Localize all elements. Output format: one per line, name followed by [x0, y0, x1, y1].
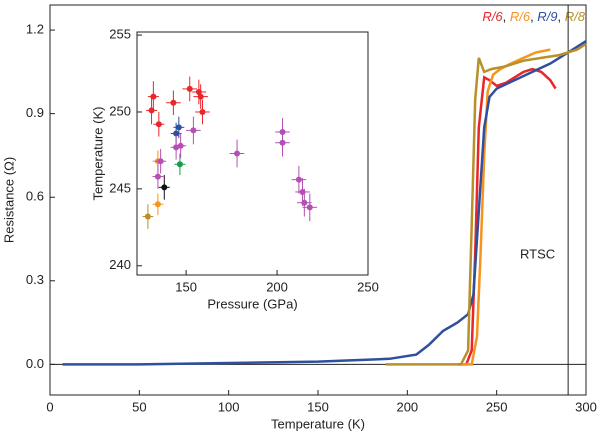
x-tick-label: 50 — [132, 399, 146, 414]
y-tick-label: 240 — [109, 257, 131, 272]
x-tick-label: 200 — [396, 399, 418, 414]
x-tick-label: 250 — [486, 399, 508, 414]
point — [279, 139, 286, 146]
point — [154, 201, 161, 208]
y-tick-label: 250 — [109, 103, 131, 118]
x-tick-label: 100 — [218, 399, 240, 414]
y-axis-label: Resistance (Ω) — [1, 157, 16, 243]
point — [154, 173, 161, 180]
legend-separator: , — [530, 9, 537, 24]
legend: R/6, R/6, R/9, R/8 — [482, 9, 585, 24]
point — [157, 158, 164, 165]
legend-entry: R/9 — [537, 9, 557, 24]
legend-entry: R/6 — [510, 9, 531, 24]
y-tick-label: 0.9 — [26, 105, 44, 120]
legend-separator: , — [503, 9, 510, 24]
point — [177, 142, 184, 149]
x-tick-label: 150 — [175, 279, 197, 294]
legend-separator: , — [558, 9, 565, 24]
inset-y-label: Temperature (K) — [90, 107, 105, 201]
point — [155, 121, 162, 128]
annotation: RTSC — [520, 246, 555, 261]
y-tick-label: 245 — [109, 180, 131, 195]
point — [144, 213, 151, 220]
point — [197, 93, 204, 100]
y-tick-label: 0.3 — [26, 272, 44, 287]
point — [148, 107, 155, 114]
point — [301, 199, 308, 206]
point — [199, 108, 206, 115]
x-tick-label: 300 — [575, 399, 597, 414]
y-tick-label: 0.6 — [26, 189, 44, 204]
series-line — [62, 40, 587, 366]
point — [175, 124, 182, 131]
point — [170, 99, 177, 106]
x-tick-label: 0 — [46, 399, 53, 414]
x-axis-label: Temperature (K) — [271, 416, 365, 431]
y-tick-label: 1.2 — [26, 22, 44, 37]
point — [295, 176, 302, 183]
y-tick-label: 0.0 — [26, 356, 44, 371]
legend-text: R/6, R/6, R/9, R/8 — [482, 9, 585, 24]
x-tick-label: 150 — [307, 399, 329, 414]
point — [173, 130, 180, 137]
point — [161, 184, 168, 191]
point — [190, 127, 197, 134]
legend-entry: R/8 — [565, 9, 586, 24]
point — [186, 85, 193, 92]
point — [176, 161, 183, 168]
legend-entry: R/6 — [482, 9, 503, 24]
series-line — [457, 67, 557, 366]
point — [234, 150, 241, 157]
y-tick-label: 255 — [109, 27, 131, 42]
inset-frame — [136, 31, 369, 276]
series-line — [460, 48, 551, 366]
point — [306, 204, 313, 211]
series-line — [385, 42, 587, 366]
x-tick-label: 250 — [357, 279, 379, 294]
x-tick-label: 200 — [266, 279, 288, 294]
inset-x-label: Pressure (GPa) — [207, 296, 297, 311]
